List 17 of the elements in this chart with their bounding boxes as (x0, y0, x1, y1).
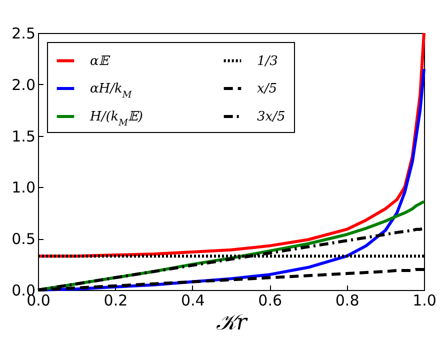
y-tick-label: 2.5 (12, 24, 36, 42)
y-tick-label: 1.0 (12, 178, 36, 197)
x-tick-label: 0.6 (258, 292, 282, 310)
y-tick-label: 1.5 (12, 127, 36, 146)
x-axis-title: 𝒦r (216, 310, 248, 336)
x-tick-label: 0.2 (104, 292, 128, 310)
legend-label: H/(k$_{M}$𝔼) (89, 110, 143, 128)
legend-label: 3x/5 (257, 110, 286, 124)
legend-label: 1/3 (257, 54, 278, 69)
x-tick-label: 0.4 (180, 292, 205, 310)
y-tick-label: 2.0 (12, 76, 36, 94)
legend-label: x/5 (257, 82, 277, 96)
legend-label: α𝔼 (90, 54, 111, 69)
legend-label: αH/k$_{M}$ (90, 82, 132, 100)
y-tick-label: 0.5 (12, 230, 36, 248)
x-tick-label: 1.0 (412, 292, 436, 310)
x-tick-label: 0.8 (335, 292, 360, 310)
